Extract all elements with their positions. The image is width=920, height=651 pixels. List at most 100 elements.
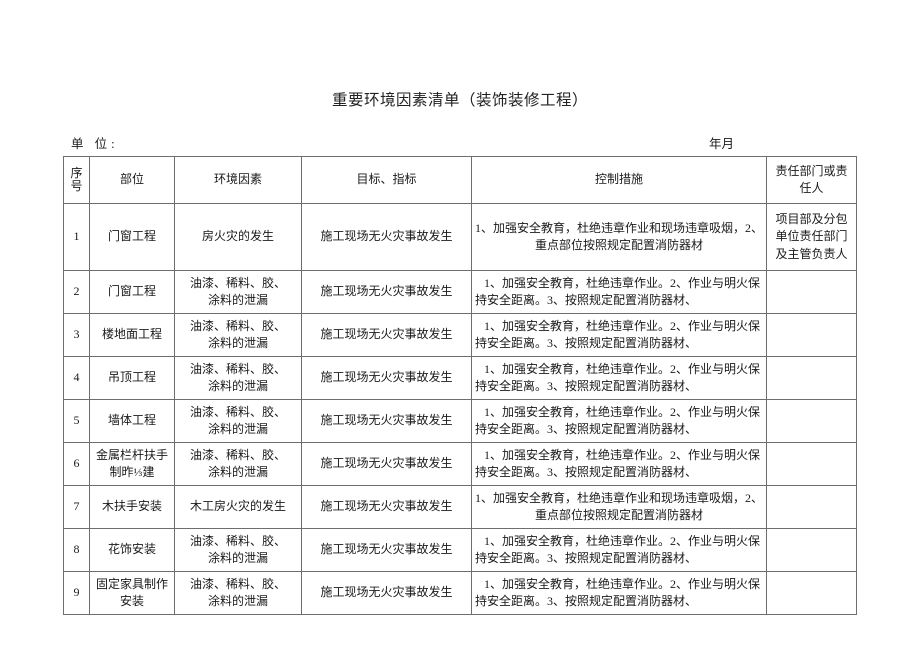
cell-responsible [766,571,857,615]
cell-env-factor: 油漆、稀料、胶、 涂料的泄漏 [174,442,302,486]
cell-control-measures: 1、加强安全教育，杜绝违章作业和现场违章吸烟，2、 重点部位按照规定配置消防器材 [471,203,767,271]
column-header-goal: 目标、指标 [301,156,472,204]
cell-env-line1: 木工房火灾的发生 [189,499,286,514]
cell-index: 5 [63,399,90,443]
cell-control-measures: 1、加强安全教育，杜绝违章作业。2、作业与明火保持安全距离。3、按照规定配置消防… [471,356,767,400]
cell-control-measures: 1、加强安全教育，杜绝违章作业。2、作业与明火保持安全距离。3、按照规定配置消防… [471,313,767,357]
control-line1: 1、加强安全教育，杜绝违章作业。2、作业与明火保 [484,275,761,290]
cell-index: 1 [63,203,90,271]
cell-env-line1: 油漆、稀料、胶、 [189,361,286,376]
column-header-part: 部位 [89,156,175,204]
control-line1: 1、加强安全教育，杜绝违章作业。2、作业与明火保 [484,447,761,462]
cell-control-measures: 1、加强安全教育，杜绝违章作业。2、作业与明火保持安全距离。3、按照规定配置消防… [471,270,767,314]
table-body: 1 门窗工程 房火灾的发生 施工现场无火灾事故发生 1、加强安全教育，杜绝违章作业和现场… [63,203,857,615]
control-line2: 持安全距离。3、按照规定配置消防器材、 [475,594,698,608]
cell-env-factor: 油漆、稀料、胶、 涂料的泄漏 [174,399,302,443]
cell-index: 2 [63,270,90,314]
cell-goal: 施工现场无火灾事故发生 [301,356,472,400]
cell-env-line2: 涂料的泄漏 [207,422,268,436]
cell-goal: 施工现场无火灾事故发生 [301,203,472,271]
cell-control-measures: 1、加强安全教育，杜绝违章作业。2、作业与明火保 持安全距离。3、按照规定配置消防… [471,442,767,486]
cell-env-factor: 油漆、稀料、胶、 涂料的泄漏 [174,313,302,357]
cell-part: 门窗工程 [89,270,175,314]
control-line2: 持安全距离。3、按照规定配置消防器材、 [475,336,698,350]
cell-control-measures: 1、加强安全教育，杜绝违章作业和现场违章吸烟，2、 重点部位按照规定配置消防器材 [471,485,767,529]
cell-env-factor: 房火灾的发生 [174,203,302,271]
date-label: 年月 [709,137,735,151]
cell-env-factor: 木工房火灾的发生 [174,485,302,529]
control-line1: 1、加强安全教育，杜绝违章作业。2、作业与明火保 [484,318,761,333]
cell-index: 8 [63,528,90,572]
cell-part: 花饰安装 [89,528,175,572]
cell-part: 吊顶工程 [89,356,175,400]
table-row: 7 木扶手安装 木工房火灾的发生 施工现场无火灾事故发生 1、加强安全教育，杜绝违章作业… [63,485,857,529]
table-row: 1 门窗工程 房火灾的发生 施工现场无火灾事故发生 1、加强安全教育，杜绝违章作业和现场… [63,203,857,271]
cell-env-factor: 油漆、稀料、胶、 涂料的泄漏 [174,356,302,400]
control-line2: 重点部位按照规定配置消防器材 [534,508,703,522]
cell-env-line1: 油漆、稀料、胶、 [189,533,286,548]
cell-index: 4 [63,356,90,400]
cell-part-line2: 安装 [119,594,144,608]
responsible-line2: 单位责任部门 [775,229,848,244]
cell-env-line2: 涂料的泄漏 [207,293,268,307]
cell-env-factor: 油漆、稀料、胶、 涂料的泄漏 [174,270,302,314]
cell-responsible [766,442,857,486]
index-header-line1: 序 [70,166,83,181]
control-line2: 持安全距离。3、按照规定配置消防器材、 [475,293,698,307]
cell-goal: 施工现场无火灾事故发生 [301,528,472,572]
table-row: 3 楼地面工程 油漆、稀料、胶、 涂料的泄漏 施工现场无火灾事故发生 1、加强安全教育，杜… [63,313,857,357]
table-row: 6 金属栏杆扶手 制昨⅓建 油漆、稀料、胶、 涂料的泄漏 施工现场无火灾事故发生 1、加强安… [63,442,857,486]
cell-goal: 施工现场无火灾事故发生 [301,571,472,615]
cell-responsible [766,528,857,572]
cell-env-line2: 涂料的泄漏 [207,465,268,479]
cell-env-line2: 涂料的泄漏 [207,336,268,350]
control-line2: 持安全距离。3、按照规定配置消防器材、 [475,422,698,436]
environmental-factors-table: 序 号 部位 环境因素 目标、指标 控制措施 责任部门或责任人 1 门窗工程 房火灾… [63,156,857,615]
control-line2: 持安全距离。3、按照规定配置消防器材、 [475,551,698,565]
table-row: 5 墙体工程 油漆、稀料、胶、 涂料的泄漏 施工现场无火灾事故发生 1、加强安全教育，杜绝… [63,399,857,443]
cell-env-line2: 涂料的泄漏 [207,379,268,393]
responsible-line3: 及主管负责人 [775,246,848,261]
table-row: 2 门窗工程 油漆、稀料、胶、 涂料的泄漏 施工现场无火灾事故发生 1、加强安全教育，杜绝… [63,270,857,314]
cell-part: 楼地面工程 [89,313,175,357]
cell-goal: 施工现场无火灾事故发生 [301,485,472,529]
control-line2: 持安全距离。3、按照规定配置消防器材、 [475,379,698,393]
cell-part: 木扶手安装 [89,485,175,529]
cell-part-line1: 金属栏杆扶手 [95,447,168,462]
control-line2: 重点部位按照规定配置消防器材 [534,238,703,252]
cell-index: 9 [63,571,90,615]
cell-part: 金属栏杆扶手 制昨⅓建 [89,442,175,486]
cell-responsible [766,399,857,443]
responsible-line1: 项目部及分包 [775,211,848,226]
column-header-responsible: 责任部门或责任人 [766,156,857,204]
meta-row: 单 位: 年月 [63,133,856,153]
cell-goal: 施工现场无火灾事故发生 [301,270,472,314]
cell-env-line2: 涂料的泄漏 [207,551,268,565]
cell-env-line1: 油漆、稀料、胶、 [189,275,286,290]
table-row: 4 吊顶工程 油漆、稀料、胶、 涂料的泄漏 施工现场无火灾事故发生 1、加强安全教育，杜绝… [63,356,857,400]
index-header-line2: 号 [70,179,83,193]
cell-index: 3 [63,313,90,357]
control-line1: 1、加强安全教育，杜绝违章作业。2、作业与明火保 [484,361,761,376]
cell-env-line2: 涂料的泄漏 [207,594,268,608]
cell-env-factor: 油漆、稀料、胶、 涂料的泄漏 [174,571,302,615]
cell-env-line1: 油漆、稀料、胶、 [189,404,286,419]
control-line1: 1、加强安全教育，杜绝违章作业。2、作业与明火保 [484,533,761,548]
page-title: 重要环境因素清单（装饰装修工程） [331,92,588,109]
cell-goal: 施工现场无火灾事故发生 [301,313,472,357]
cell-control-measures: 1、加强安全教育，杜绝违章作业。2、作业与明火保持安全距离。3、按照规定配置消防… [471,528,767,572]
cell-responsible [766,270,857,314]
cell-env-line1: 油漆、稀料、胶、 [189,447,286,462]
control-line1: 1、加强安全教育，杜绝违章作业。2、作业与明火保 [484,404,761,419]
table-row: 9 固定家具制作 安装 油漆、稀料、胶、 涂料的泄漏 施工现场无火灾事故发生 1、加强安全教… [63,571,857,615]
cell-env-line1: 房火灾的发生 [201,229,274,244]
column-header-env-factor: 环境因素 [174,156,302,204]
cell-part-line1: 固定家具制作 [95,576,168,591]
cell-responsible [766,313,857,357]
cell-responsible [766,356,857,400]
cell-env-factor: 油漆、稀料、胶、 涂料的泄漏 [174,528,302,572]
cell-control-measures: 1、加强安全教育，杜绝违章作业。2、作业与明火保 持安全距离。3、按照规定配置消防… [471,571,767,615]
cell-part: 门窗工程 [89,203,175,271]
cell-goal: 施工现场无火灾事故发生 [301,442,472,486]
